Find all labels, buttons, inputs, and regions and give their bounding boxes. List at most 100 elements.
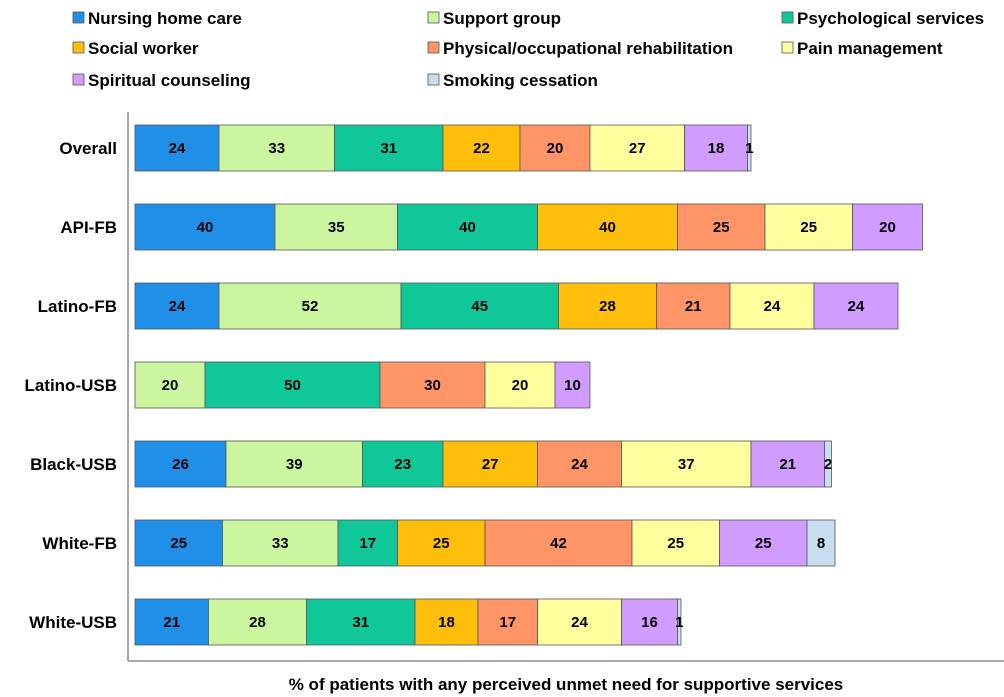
legend-item-spiritual-counseling: Spiritual counseling: [72, 71, 250, 90]
bar-segment-pain-management: [589, 124, 685, 172]
legend-item-pain-management: Pain management: [781, 39, 943, 58]
bar-segment-support-group: [208, 598, 307, 646]
data-label: 25: [170, 535, 187, 552]
bar-segment-support-group: [222, 519, 339, 567]
legend-label: Smoking cessation: [443, 71, 598, 90]
bar-segment-spiritual-counseling: [719, 519, 808, 567]
data-label: 20: [162, 377, 179, 394]
bar-segment-physical-occupational-rehabilitation: [656, 282, 731, 330]
data-label: 42: [550, 535, 567, 552]
bar-segment-social-worker: [558, 282, 657, 330]
bar-segment-psychological-services: [334, 124, 444, 172]
bar-row-latino-usb: 20 50 30 20 10: [134, 361, 591, 409]
x-axis-label: % of patients with any perceived unmet n…: [289, 675, 844, 694]
data-label: 25: [667, 535, 684, 552]
bar-row-white-fb: 25 33 17 25 42 25 25 8: [134, 519, 836, 567]
data-label: 23: [394, 456, 411, 473]
category-label-api-fb: API-FB: [60, 218, 117, 237]
bar-segment-nursing-home-care: [134, 519, 223, 567]
data-label: 37: [678, 456, 695, 473]
data-label: 27: [629, 140, 646, 157]
data-label: 24: [169, 298, 186, 315]
legend-label: Physical/occupational rehabilitation: [443, 39, 733, 58]
category-label-overall: Overall: [59, 139, 117, 158]
bar-segment-smoking-cessation: [747, 124, 752, 172]
bar-segment-pain-management: [631, 519, 720, 567]
bar-segment-social-worker: [442, 124, 521, 172]
legend-swatch: [427, 11, 440, 24]
data-label: 20: [547, 140, 564, 157]
data-label: 20: [879, 219, 896, 236]
data-label: 45: [471, 298, 488, 315]
data-label: 33: [268, 140, 285, 157]
data-label: 24: [571, 614, 588, 631]
data-label: 16: [641, 614, 658, 631]
data-label: 1: [675, 614, 683, 631]
data-label: 25: [800, 219, 817, 236]
bar-segment-social-worker: [537, 203, 678, 251]
bar-row-api-fb: 40 35 40 40 25 25 20: [134, 203, 923, 251]
legend-label: Spiritual counseling: [88, 71, 250, 90]
data-label: 30: [424, 377, 441, 394]
bar-row-latino-fb: 24 52 45 28 21 24 24: [134, 282, 899, 330]
data-label: 24: [571, 456, 588, 473]
bar-segment-physical-occupational-rehabilitation: [484, 519, 633, 567]
bar-row-overall: 24 33 31 22 20 27 18 1: [134, 124, 753, 172]
legend-swatch: [72, 11, 85, 24]
legend-item-psychological-services: Psychological services: [781, 9, 984, 28]
legend-item-support-group: Support group: [427, 9, 561, 28]
bar-segment-psychological-services: [306, 598, 416, 646]
data-label: 31: [352, 614, 369, 631]
bar-segment-physical-occupational-rehabilitation: [537, 440, 622, 488]
bar-segment-physical-occupational-rehabilitation: [477, 598, 538, 646]
category-label-white-fb: White-FB: [42, 534, 117, 553]
category-label-white-usb: White-USB: [29, 613, 117, 632]
bar-segment-spiritual-counseling: [852, 203, 923, 251]
data-label: 28: [249, 614, 266, 631]
data-label: 40: [197, 219, 214, 236]
data-label: 26: [172, 456, 189, 473]
data-label: 31: [380, 140, 397, 157]
data-label: 20: [512, 377, 529, 394]
legend-label: Support group: [443, 9, 561, 28]
data-label: 35: [328, 219, 345, 236]
bar-segment-psychological-services: [362, 440, 444, 488]
bar-segment-smoking-cessation: [677, 598, 682, 646]
data-label: 28: [599, 298, 616, 315]
legend-swatch: [781, 41, 794, 54]
data-label: 40: [599, 219, 616, 236]
legend-label: Pain management: [797, 39, 943, 58]
bar-segment-smoking-cessation: [824, 440, 832, 488]
data-label: 17: [499, 614, 516, 631]
bar-segment-spiritual-counseling: [554, 361, 591, 409]
data-label: 50: [284, 377, 301, 394]
legend-swatch: [72, 41, 85, 54]
category-label-latino-usb: Latino-USB: [24, 376, 117, 395]
category-label-latino-fb: Latino-FB: [38, 297, 117, 316]
bar-segment-nursing-home-care: [134, 203, 276, 251]
data-label: 24: [848, 298, 865, 315]
legend-item-smoking-cessation: Smoking cessation: [427, 71, 598, 90]
legend-swatch: [427, 73, 440, 86]
bar-segment-support-group: [225, 440, 363, 488]
legend-item-social-worker: Social worker: [72, 39, 199, 58]
data-label: 25: [713, 219, 730, 236]
category-labels: Overall API-FB Latino-FB Latino-USB Black-US…: [24, 139, 117, 632]
data-label: 10: [564, 377, 581, 394]
legend: Nursing home care Support group Psychologi…: [72, 9, 984, 90]
data-label: 21: [779, 456, 796, 473]
data-label: 21: [685, 298, 702, 315]
data-label: 2: [824, 456, 832, 473]
bar-segment-nursing-home-care: [134, 598, 209, 646]
bar-row-white-usb: 21 28 31 18 17 24 16 1: [134, 598, 683, 646]
bar-segment-nursing-home-care: [134, 440, 227, 488]
data-label: 25: [755, 535, 772, 552]
legend-swatch: [781, 11, 794, 24]
data-label: 27: [482, 456, 499, 473]
data-label: 18: [438, 614, 455, 631]
bar-segment-pain-management: [537, 598, 622, 646]
data-label: 22: [473, 140, 490, 157]
bar-segment-spiritual-counseling: [813, 282, 899, 330]
